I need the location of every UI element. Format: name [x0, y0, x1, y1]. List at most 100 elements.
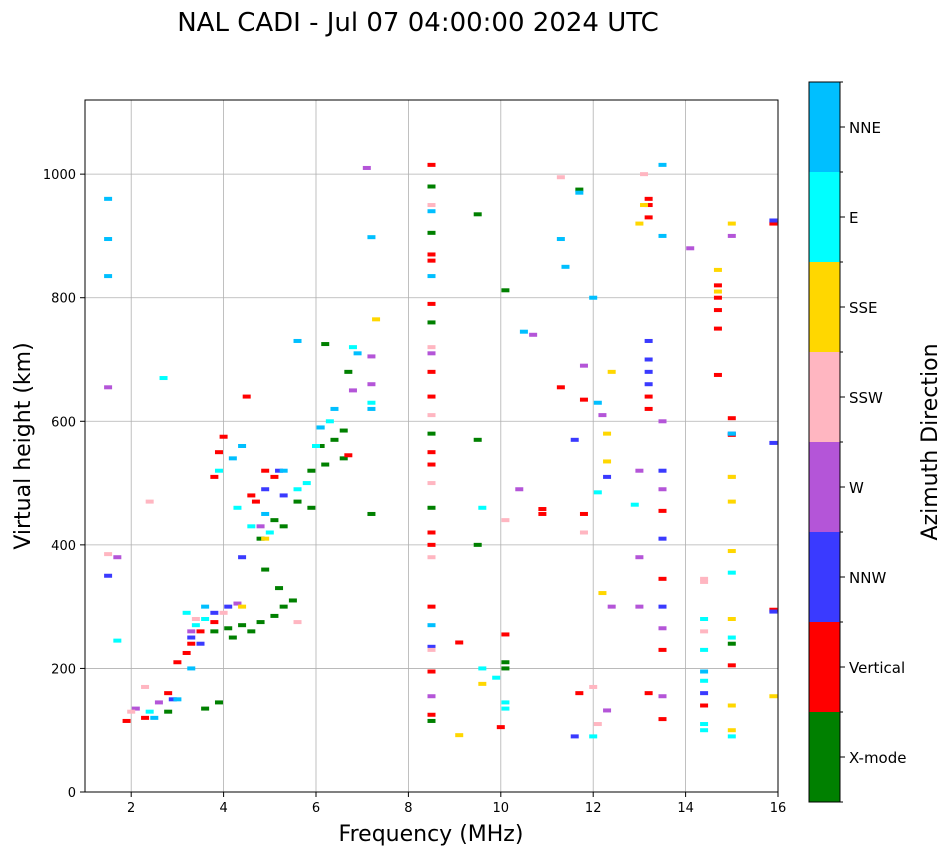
point-vertical [538, 507, 547, 512]
point-x-mode [501, 660, 510, 665]
point-vertical [219, 434, 228, 439]
point-vertical [196, 629, 205, 634]
point-vertical [658, 576, 667, 581]
point-x-mode [238, 623, 247, 628]
point-nnw [658, 468, 667, 473]
point-nnw [210, 610, 219, 615]
point-ssw [501, 518, 510, 523]
point-vertical [251, 499, 260, 504]
point-e [293, 487, 302, 492]
point-nne [316, 425, 325, 430]
point-vertical [427, 712, 436, 717]
point-nnw [769, 218, 778, 223]
colorbar: X-mode Vertical NNW W SSW SSE E NNE [808, 81, 906, 803]
point-w [658, 487, 667, 492]
point-x-mode [288, 598, 297, 603]
point-w [362, 165, 371, 170]
point-nne [228, 456, 237, 461]
point-ssw [700, 629, 709, 634]
point-e [501, 700, 510, 705]
point-ssw [141, 684, 150, 689]
colorbar-segment [809, 532, 840, 622]
point-nnw [658, 536, 667, 541]
point-nne [519, 329, 528, 334]
point-nne [427, 623, 436, 628]
point-x-mode [330, 437, 339, 442]
point-x-mode [427, 505, 436, 510]
point-x-mode [501, 666, 510, 671]
point-nnw [570, 734, 579, 739]
y-tick-label: 0 [68, 786, 76, 801]
point-sse [603, 459, 612, 464]
point-e [201, 617, 210, 621]
colorbar-tick-label: NNW [849, 569, 886, 587]
x-tick-label: 12 [585, 801, 602, 816]
point-ssw [427, 481, 436, 486]
colorbar-tick-label: Vertical [849, 659, 905, 677]
point-sse [727, 499, 736, 504]
y-tick-label: 400 [51, 539, 76, 554]
point-x-mode [321, 342, 330, 347]
colorbar-tick-label: X-mode [849, 749, 906, 767]
chart-title: NAL CADI - Jul 07 04:00:00 2024 UTC [177, 8, 659, 38]
point-vertical [713, 283, 722, 288]
point-nne [367, 406, 376, 411]
point-x-mode [339, 456, 348, 461]
y-tick-label: 200 [51, 662, 76, 677]
point-vertical [658, 647, 667, 652]
point-e [113, 638, 122, 643]
point-nnw [238, 555, 247, 560]
point-e [233, 505, 242, 510]
point-x-mode [427, 320, 436, 325]
point-x-mode [367, 511, 376, 516]
point-e [247, 524, 256, 529]
point-vertical [727, 663, 736, 668]
point-e [630, 502, 639, 507]
point-x-mode [164, 709, 173, 714]
point-ssw [104, 552, 113, 557]
point-x-mode [575, 187, 584, 192]
point-w [233, 601, 242, 606]
point-e [593, 490, 602, 495]
point-w [686, 246, 695, 251]
point-e [145, 709, 154, 714]
point-vertical [210, 474, 219, 479]
point-nne [293, 338, 302, 343]
point-x-mode [210, 629, 219, 634]
point-x-mode [256, 620, 265, 625]
point-nne [658, 162, 667, 167]
point-sse [727, 617, 736, 621]
point-w [635, 555, 644, 560]
point-e [302, 481, 311, 486]
x-tick-label: 6 [312, 801, 320, 816]
point-x-mode [473, 542, 482, 547]
point-w [515, 487, 524, 492]
colorbar-segment [809, 352, 840, 442]
point-sse [727, 221, 736, 226]
point-e [367, 400, 376, 405]
point-vertical [427, 162, 436, 167]
point-vertical [700, 703, 709, 708]
point-w [187, 629, 196, 634]
colorbar-segment [809, 262, 840, 352]
point-sse [478, 681, 487, 686]
point-nne [589, 295, 598, 300]
point-nne [104, 237, 113, 242]
point-w [256, 524, 265, 529]
point-vertical [644, 691, 653, 696]
point-x-mode [279, 524, 288, 529]
point-ssw [589, 684, 598, 689]
point-w [607, 604, 616, 609]
colorbar-segment [809, 172, 840, 262]
point-w [579, 363, 588, 368]
point-nnw [570, 437, 579, 442]
point-vertical [644, 215, 653, 220]
colorbar-segment [809, 712, 840, 802]
point-sse [713, 267, 722, 272]
colorbar-segment [809, 622, 840, 712]
point-vertical [658, 717, 667, 722]
point-x-mode [275, 586, 284, 591]
point-vertical [173, 660, 182, 665]
point-sse [372, 317, 381, 322]
x-axis-label: Frequency (MHz) [339, 822, 524, 847]
